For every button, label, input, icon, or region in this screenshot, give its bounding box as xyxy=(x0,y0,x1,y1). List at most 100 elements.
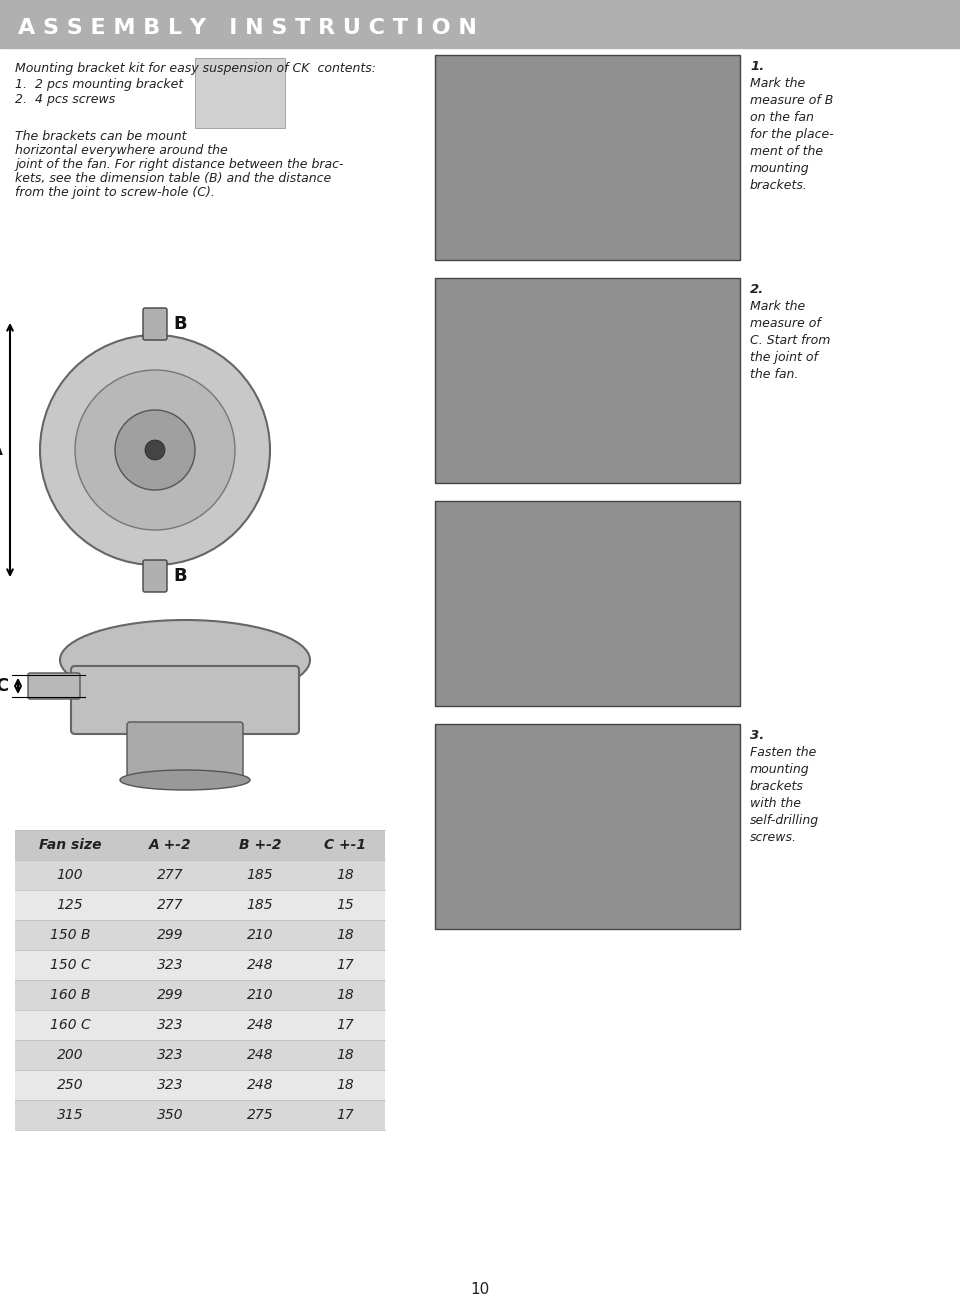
FancyBboxPatch shape xyxy=(71,665,299,734)
Text: 18: 18 xyxy=(336,927,354,942)
Text: 100: 100 xyxy=(57,869,84,882)
Text: Fasten the
mounting
brackets
with the
self-drilling
screws.: Fasten the mounting brackets with the se… xyxy=(750,745,819,844)
Bar xyxy=(125,859,215,889)
Text: Mounting bracket kit for easy suspension of CK  contents:: Mounting bracket kit for easy suspension… xyxy=(15,62,376,75)
Bar xyxy=(0,0,960,48)
Text: 323: 323 xyxy=(156,1078,183,1093)
FancyBboxPatch shape xyxy=(143,559,167,592)
Bar xyxy=(215,920,305,950)
Text: B: B xyxy=(173,567,186,586)
Bar xyxy=(435,55,740,259)
Text: A: A xyxy=(0,441,3,458)
Bar xyxy=(305,859,385,889)
Bar xyxy=(305,980,385,1010)
Text: 2.  4 pcs screws: 2. 4 pcs screws xyxy=(15,93,115,106)
Bar xyxy=(305,1040,385,1070)
Bar xyxy=(125,831,215,859)
Bar xyxy=(195,58,285,128)
Text: from the joint to screw-hole (C).: from the joint to screw-hole (C). xyxy=(15,186,215,199)
Text: 248: 248 xyxy=(247,958,274,972)
Text: 248: 248 xyxy=(247,1018,274,1032)
Bar xyxy=(305,1100,385,1131)
Bar xyxy=(215,859,305,889)
Text: kets, see the dimension table (B) and the distance: kets, see the dimension table (B) and th… xyxy=(15,172,331,185)
Bar xyxy=(15,920,125,950)
Text: B +-2: B +-2 xyxy=(239,838,281,852)
Text: 3.: 3. xyxy=(750,728,764,741)
Circle shape xyxy=(40,335,270,565)
Text: joint of the fan. For right distance between the brac-: joint of the fan. For right distance bet… xyxy=(15,159,344,172)
Circle shape xyxy=(75,369,235,531)
Text: 17: 17 xyxy=(336,1018,354,1032)
Bar xyxy=(15,889,125,920)
Text: The brackets can be mount: The brackets can be mount xyxy=(15,130,186,143)
Text: A S S E M B L Y   I N S T R U C T I O N: A S S E M B L Y I N S T R U C T I O N xyxy=(18,18,477,38)
Text: C +-1: C +-1 xyxy=(324,838,366,852)
Bar xyxy=(15,1040,125,1070)
Bar xyxy=(125,1070,215,1100)
Text: 160 B: 160 B xyxy=(50,988,90,1002)
Bar xyxy=(435,278,740,483)
Text: 350: 350 xyxy=(156,1108,183,1121)
Ellipse shape xyxy=(60,620,310,700)
Bar xyxy=(215,1010,305,1040)
Ellipse shape xyxy=(120,770,250,790)
Text: 18: 18 xyxy=(336,988,354,1002)
Text: 248: 248 xyxy=(247,1048,274,1062)
Bar xyxy=(215,1100,305,1131)
Text: 15: 15 xyxy=(336,897,354,912)
FancyBboxPatch shape xyxy=(28,673,80,700)
Text: 299: 299 xyxy=(156,927,183,942)
Text: 10: 10 xyxy=(470,1282,490,1297)
Text: 2.: 2. xyxy=(750,283,764,296)
Bar xyxy=(15,859,125,889)
Text: 275: 275 xyxy=(247,1108,274,1121)
Text: Fan size: Fan size xyxy=(38,838,101,852)
Bar xyxy=(15,831,125,859)
Text: 248: 248 xyxy=(247,1078,274,1093)
Bar xyxy=(305,831,385,859)
Bar xyxy=(215,831,305,859)
Bar xyxy=(15,1010,125,1040)
Text: 18: 18 xyxy=(336,1078,354,1093)
Bar xyxy=(305,920,385,950)
Text: Mark the
measure of
C. Start from
the joint of
the fan.: Mark the measure of C. Start from the jo… xyxy=(750,300,830,381)
Bar xyxy=(125,1010,215,1040)
Text: 150 B: 150 B xyxy=(50,927,90,942)
Text: 210: 210 xyxy=(247,988,274,1002)
Bar xyxy=(305,950,385,980)
Text: 17: 17 xyxy=(336,958,354,972)
FancyBboxPatch shape xyxy=(143,308,167,341)
Text: horizontal everywhere around the: horizontal everywhere around the xyxy=(15,144,228,157)
Bar xyxy=(305,1010,385,1040)
Bar xyxy=(435,724,740,929)
Text: B: B xyxy=(173,314,186,333)
Text: 323: 323 xyxy=(156,958,183,972)
FancyBboxPatch shape xyxy=(127,722,243,783)
Bar xyxy=(305,889,385,920)
Text: 1.: 1. xyxy=(750,60,764,73)
Circle shape xyxy=(145,440,165,460)
Text: A +-2: A +-2 xyxy=(149,838,191,852)
Text: 125: 125 xyxy=(57,897,84,912)
Bar xyxy=(435,500,740,706)
Bar xyxy=(15,1100,125,1131)
Bar xyxy=(125,950,215,980)
Text: 150 C: 150 C xyxy=(50,958,90,972)
Bar xyxy=(215,1040,305,1070)
Text: 277: 277 xyxy=(156,897,183,912)
Text: 250: 250 xyxy=(57,1078,84,1093)
Bar xyxy=(215,1070,305,1100)
Bar xyxy=(305,1070,385,1100)
Text: 17: 17 xyxy=(336,1108,354,1121)
Text: C: C xyxy=(0,677,9,696)
Text: 18: 18 xyxy=(336,869,354,882)
Text: 323: 323 xyxy=(156,1048,183,1062)
Bar xyxy=(15,950,125,980)
Text: 1.  2 pcs mounting bracket: 1. 2 pcs mounting bracket xyxy=(15,79,183,90)
Text: 210: 210 xyxy=(247,927,274,942)
Text: 200: 200 xyxy=(57,1048,84,1062)
Text: 323: 323 xyxy=(156,1018,183,1032)
Text: 18: 18 xyxy=(336,1048,354,1062)
Bar xyxy=(15,980,125,1010)
